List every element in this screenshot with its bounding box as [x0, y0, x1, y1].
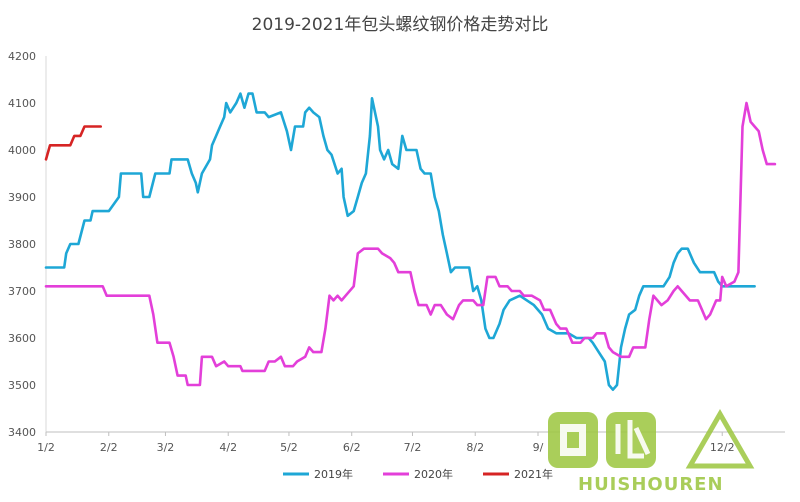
y-tick-label: 3700	[8, 285, 36, 298]
y-tick-label: 3600	[8, 332, 36, 345]
watermark-logo: HUISHOUREN	[540, 408, 780, 498]
y-tick-label: 3900	[8, 191, 36, 204]
x-tick-label: 9/	[533, 441, 544, 454]
x-tick-label: 7/2	[404, 441, 422, 454]
y-tick-label: 3800	[8, 238, 36, 251]
x-tick-label: 4/2	[219, 441, 237, 454]
series-line-2021年	[44, 125, 102, 161]
chart-title: 2019-2021年包头螺纹钢价格走势对比	[251, 15, 549, 35]
x-tick-label: 1/2	[37, 441, 55, 454]
y-tick-label: 4000	[8, 144, 36, 157]
x-tick-label: 6/2	[343, 441, 361, 454]
x-tick-label: 2/2	[100, 441, 118, 454]
series-line-2019年	[44, 92, 756, 392]
series-line-2020年	[44, 101, 777, 387]
recycle-logo-icon	[548, 408, 755, 469]
watermark-text: HUISHOUREN	[578, 474, 724, 495]
x-tick-label: 3/2	[157, 441, 175, 454]
legend-label: 2019年	[314, 467, 353, 481]
x-tick-label: 5/2	[280, 441, 298, 454]
y-tick-label: 3400	[8, 426, 36, 439]
x-tick-label: 12/2	[710, 441, 735, 454]
y-tick-label: 4200	[8, 50, 36, 63]
legend-label: 2021年	[514, 467, 553, 481]
y-tick-label: 4100	[8, 97, 36, 110]
y-tick-label: 3500	[8, 379, 36, 392]
x-tick-label: 8/2	[466, 441, 484, 454]
legend-label: 2020年	[414, 467, 453, 481]
